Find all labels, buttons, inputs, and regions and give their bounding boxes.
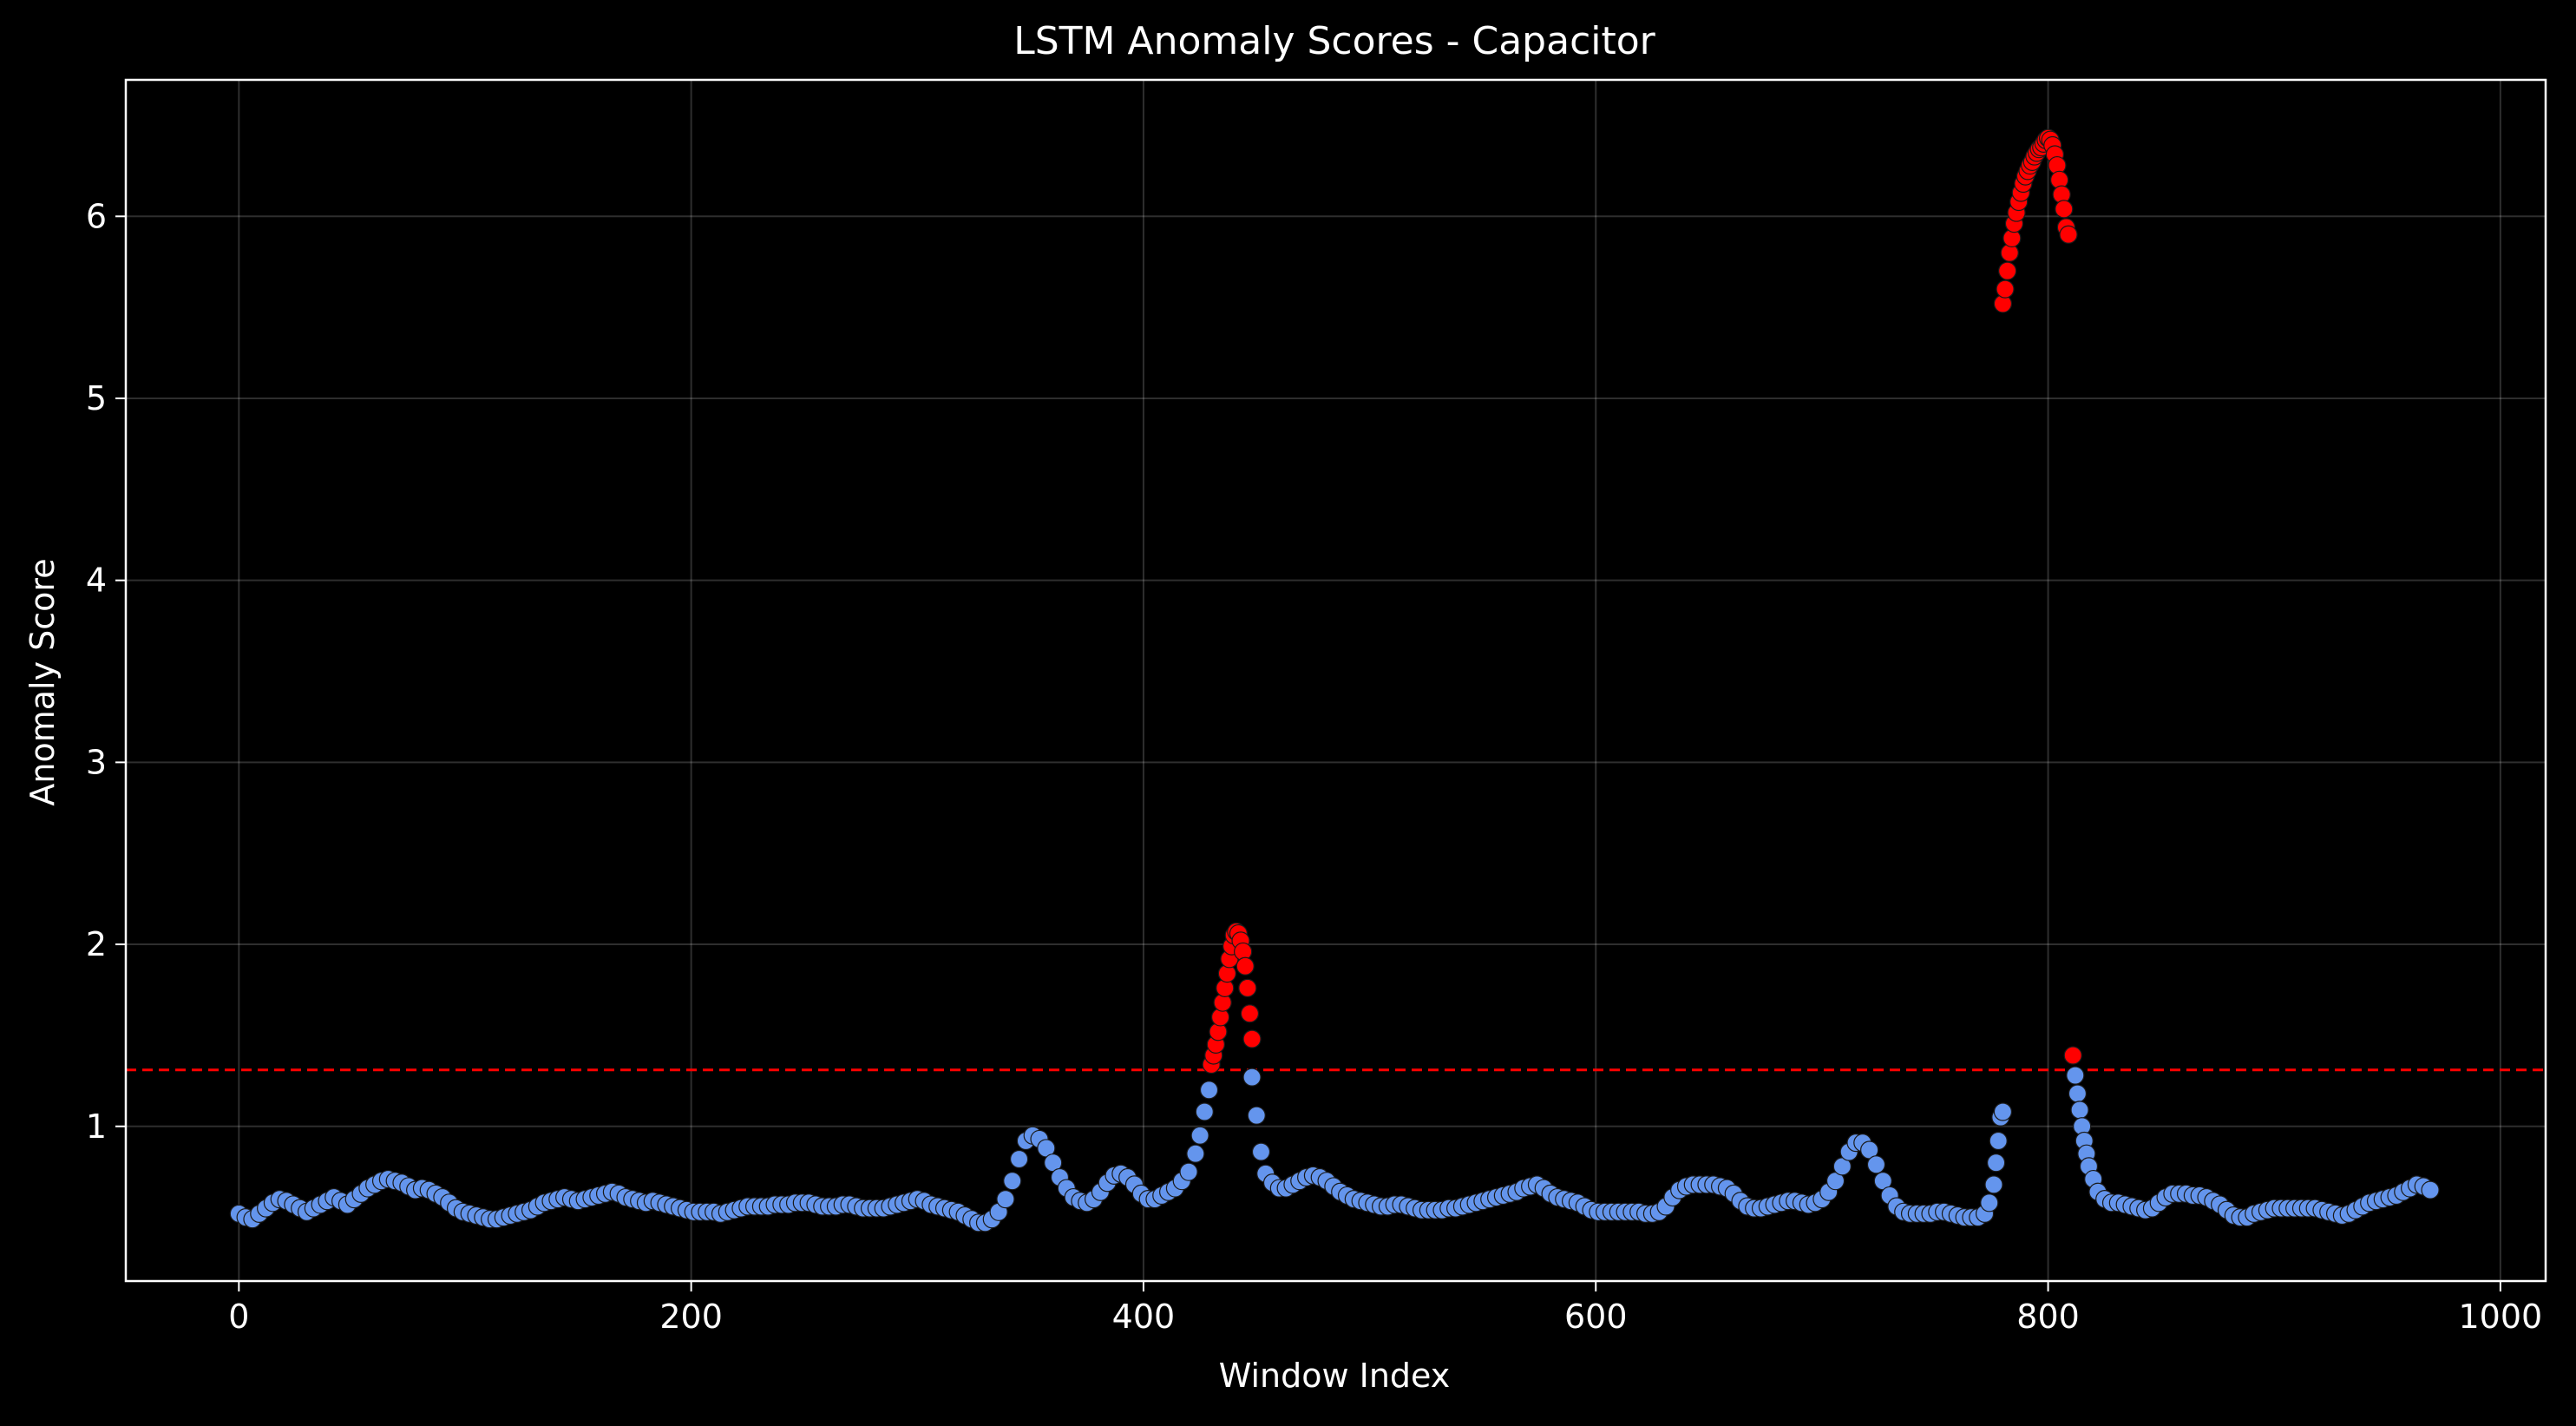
y-tick-label: 5 [86,379,107,417]
chart-title: LSTM Anomaly Scores - Capacitor [1013,19,1655,63]
x-axis-label: Window Index [1219,1357,1451,1395]
x-tick-label: 400 [1112,1298,1176,1336]
normal-point [1866,1155,1886,1174]
normal-point [1199,1081,1219,1100]
anomaly-point [1996,279,2015,299]
plot-frame [124,78,2547,1283]
normal-point [1251,1142,1271,1161]
normal-point [1993,1102,2013,1121]
normal-point [1179,1162,1198,1181]
normal-point [1987,1153,2006,1173]
normal-point [2070,1101,2089,1120]
grid-lines [126,80,2546,1281]
x-tick-label: 600 [1564,1298,1628,1336]
y-axis-label: Anomaly Score [23,558,62,805]
normal-point [1989,1131,2008,1151]
y-tick-label: 4 [86,562,107,600]
anomaly-point [2063,1046,2082,1065]
axis-ticks: 0 200 400 600 800 1000 1 2 3 4 5 6 [86,197,2542,1336]
data-points [229,128,2440,1232]
anomaly-point [2059,225,2078,244]
anomaly-point [1240,1004,1260,1023]
x-tick-label: 800 [2016,1298,2080,1336]
y-tick-label: 2 [86,925,107,963]
x-tick-label: 200 [659,1298,723,1336]
y-tick-label: 1 [86,1107,107,1146]
normal-point [1009,1149,1029,1169]
normal-point [1186,1144,1205,1163]
normal-point [996,1190,1015,1209]
y-tick-label: 6 [86,197,107,235]
anomaly-point [1238,978,1257,997]
x-tick-label: 1000 [2459,1298,2543,1336]
normal-point [2421,1180,2440,1199]
normal-point [1984,1175,2003,1194]
anomaly-point [2055,200,2074,219]
normal-point [1195,1102,1214,1121]
y-tick-label: 3 [86,743,107,781]
normal-point [1242,1068,1262,1087]
normal-point [1190,1126,1209,1145]
anomaly-point [1236,956,1255,976]
anomaly-point [1242,1029,1262,1048]
normal-point [2066,1066,2085,1085]
normal-point [1247,1106,1266,1125]
normal-point [1980,1193,1999,1212]
x-tick-label: 0 [228,1298,249,1336]
anomaly-point [1998,261,2017,280]
normal-point [2068,1084,2088,1103]
normal-point [1003,1172,1022,1191]
